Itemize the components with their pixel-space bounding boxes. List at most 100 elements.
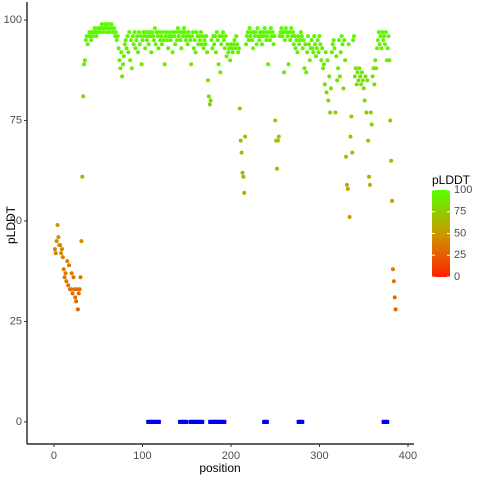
point	[351, 38, 356, 43]
point	[205, 78, 210, 83]
point	[360, 78, 365, 83]
point	[295, 50, 300, 55]
point	[124, 46, 129, 51]
point	[349, 114, 354, 119]
point	[236, 46, 241, 51]
point	[178, 38, 183, 43]
point	[286, 62, 291, 67]
point	[207, 102, 212, 107]
point	[89, 38, 94, 43]
point	[303, 42, 308, 47]
point	[182, 26, 187, 31]
point	[346, 42, 351, 47]
x-tick-label: 0	[51, 450, 57, 462]
point	[167, 30, 172, 35]
point	[113, 30, 118, 35]
point	[165, 38, 170, 43]
point	[241, 174, 246, 179]
point	[151, 34, 156, 39]
point	[246, 38, 251, 43]
point	[55, 223, 60, 228]
point	[229, 46, 234, 51]
point	[304, 70, 309, 75]
point	[125, 34, 130, 39]
point	[146, 42, 151, 47]
point	[52, 247, 57, 252]
point	[143, 46, 148, 51]
point	[213, 50, 218, 55]
point	[335, 78, 340, 83]
point	[347, 214, 352, 219]
point	[348, 134, 353, 139]
point	[159, 42, 164, 47]
point	[337, 74, 342, 79]
point	[174, 30, 179, 35]
point	[137, 42, 142, 47]
colorbar-tick-label: 100	[454, 184, 472, 196]
point	[334, 54, 339, 59]
point	[131, 42, 136, 47]
point	[294, 38, 299, 43]
point	[115, 34, 120, 39]
point	[101, 30, 106, 35]
point	[121, 54, 126, 59]
point	[302, 66, 307, 71]
point	[289, 26, 294, 31]
point	[194, 30, 199, 35]
point	[359, 70, 364, 75]
point	[105, 22, 110, 27]
point	[179, 46, 184, 51]
point	[377, 42, 382, 47]
point	[119, 50, 124, 55]
point	[282, 70, 287, 75]
point	[191, 46, 196, 51]
point	[206, 94, 211, 99]
point	[60, 255, 65, 260]
marker	[157, 419, 161, 424]
point	[239, 150, 244, 155]
point	[139, 62, 144, 67]
point	[365, 78, 370, 83]
point	[309, 38, 314, 43]
point	[361, 86, 366, 91]
point	[317, 34, 322, 39]
point	[310, 46, 315, 51]
point	[74, 299, 79, 304]
point	[359, 82, 364, 87]
point	[299, 34, 304, 39]
point	[161, 38, 166, 43]
point	[391, 279, 396, 284]
point	[94, 34, 99, 39]
point	[265, 34, 270, 39]
point	[107, 30, 112, 35]
point	[138, 34, 143, 39]
point	[386, 34, 391, 39]
point	[144, 30, 149, 35]
point	[344, 154, 349, 159]
colorbar-tick-label: 0	[454, 271, 460, 283]
point	[301, 38, 306, 43]
point	[297, 42, 302, 47]
point	[199, 42, 204, 47]
point	[357, 66, 362, 71]
point	[202, 38, 207, 43]
point	[242, 190, 247, 195]
point	[305, 50, 310, 55]
point	[190, 30, 195, 35]
point	[54, 239, 59, 244]
point	[251, 46, 256, 51]
point	[352, 74, 357, 79]
point	[281, 30, 286, 35]
point	[341, 86, 346, 91]
point	[90, 34, 95, 39]
colorbar	[432, 190, 450, 277]
point	[186, 30, 191, 35]
point	[70, 291, 75, 296]
point	[379, 46, 384, 51]
point	[175, 38, 180, 43]
point	[327, 74, 332, 79]
point	[152, 26, 157, 31]
point	[76, 291, 81, 296]
point	[243, 134, 248, 139]
point	[250, 38, 255, 43]
